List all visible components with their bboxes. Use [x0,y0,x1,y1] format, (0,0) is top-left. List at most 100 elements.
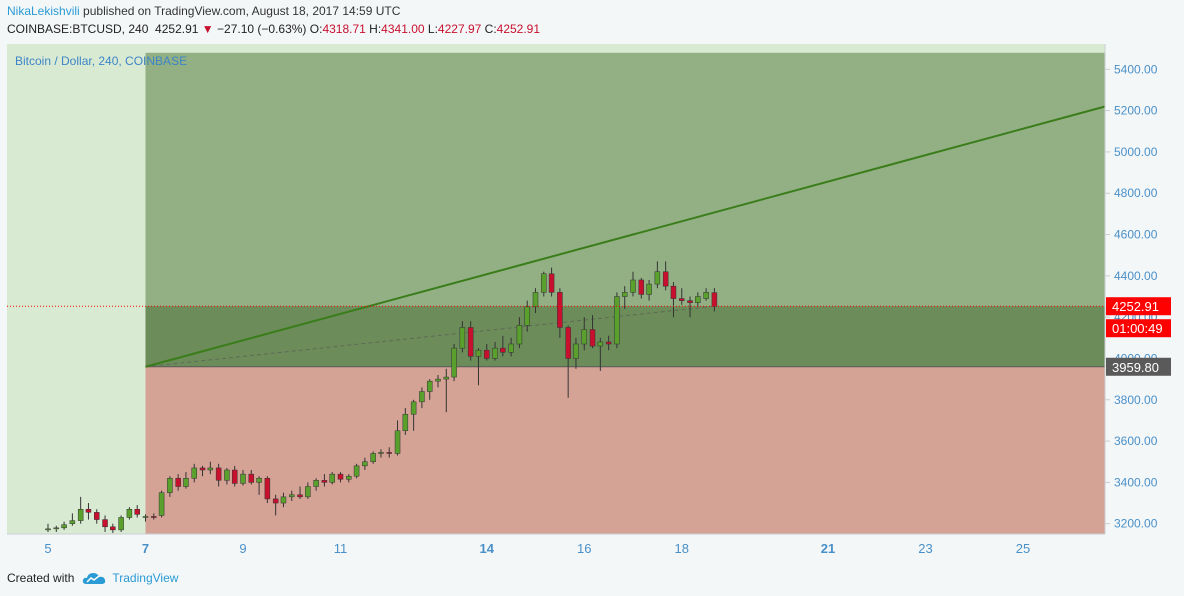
candle-body [532,292,539,308]
entry-price-tag-bg [1106,357,1171,376]
last-price-tag-bg [1106,297,1171,316]
candle [475,348,482,386]
candle [670,282,677,318]
candle [581,317,587,351]
candle-body [500,347,506,353]
candle [215,463,222,487]
y-tick-label: 4800.00 [1114,186,1158,200]
candle [662,261,669,291]
price-chart[interactable]: 3200.003400.003600.003800.004000.004200.… [0,0,1184,560]
candle-body [508,343,514,353]
candle [467,321,474,361]
candle-body [280,496,287,504]
candle [557,288,563,338]
entry-price-tag: 3959.80 [1106,357,1171,376]
candle-body [679,298,685,301]
candle [402,408,409,435]
open-position-band [145,306,1105,367]
candle [272,494,279,516]
candle [679,288,685,305]
candle [134,505,140,518]
candle [264,476,271,504]
candle-body [240,473,246,484]
change-value: −27.10 (−0.63%) [217,22,307,36]
trendline[interactable] [145,105,1106,368]
candle [711,288,718,312]
open-value: 4318.71 [322,22,366,36]
candle [53,525,60,532]
candle [646,279,652,301]
symbol-label: COINBASE:BTCUSD, 240 [7,22,149,36]
candle-body [151,516,157,518]
candle [240,469,246,486]
candle [329,472,335,485]
candle [508,337,514,357]
candle-body [207,467,214,471]
candle [231,465,238,487]
candle [419,387,425,409]
close-label: C: [484,22,497,36]
candle [687,296,693,318]
candle-body [475,349,482,357]
candle-body [53,527,60,530]
candle [191,463,197,483]
candle [321,474,328,487]
time-axis[interactable] [7,534,1105,560]
down-arrow-icon: ▼ [201,22,214,36]
candle-body [297,494,303,498]
y-tick-label: 5400.00 [1114,62,1158,76]
candle [297,486,303,499]
bar-countdown-tag-text: 01:00:49 [1112,321,1163,336]
x-tick-label: 9 [239,541,246,556]
stop-zone [145,366,1105,534]
candle [589,315,596,349]
candle [597,337,604,371]
candle [638,277,645,299]
candle-body [167,478,173,493]
candle [175,474,181,491]
candle [207,461,214,475]
candle [614,292,620,349]
candle-body [158,492,165,516]
candle-body [662,271,669,287]
price-axis[interactable] [1105,44,1184,534]
candle-body [126,508,133,518]
candle-body [695,296,701,303]
high-label: H: [369,22,382,36]
candle [484,344,490,361]
candle-body [630,279,636,293]
author-link[interactable]: NikaLekishvili [7,4,80,18]
candle-body [581,329,587,345]
candle-body [256,478,262,483]
x-tick-label: 16 [577,541,591,556]
candle-body [386,452,392,454]
last-price-tag-text: 4252.91 [1112,299,1159,314]
candle-body [654,271,661,285]
tradingview-brand-link[interactable]: TradingView [112,571,179,585]
candle [77,496,84,524]
x-tick-label: 5 [44,541,51,556]
candle [69,513,76,526]
low-label: L: [427,22,438,36]
candle-body [614,296,620,345]
candle-body [329,473,335,483]
candle [654,261,661,289]
candles [45,261,718,533]
candle-body [61,524,67,529]
candle [378,449,384,458]
long-position-tool[interactable] [145,52,1106,534]
y-tick-label: 3600.00 [1114,434,1158,448]
candle-body [548,273,555,293]
candle [500,335,506,357]
candle-body [231,469,238,484]
candle [118,515,124,532]
candle [548,267,555,297]
candle [565,325,571,398]
candle [353,463,360,479]
candle [61,521,67,530]
candle-body [134,508,140,515]
chart-title: Bitcoin / Dollar, 240, COINBASE [15,54,187,68]
y-tick-label: 4600.00 [1114,228,1158,242]
y-tick-label: 3800.00 [1114,393,1158,407]
y-tick-label: 5000.00 [1114,145,1158,159]
